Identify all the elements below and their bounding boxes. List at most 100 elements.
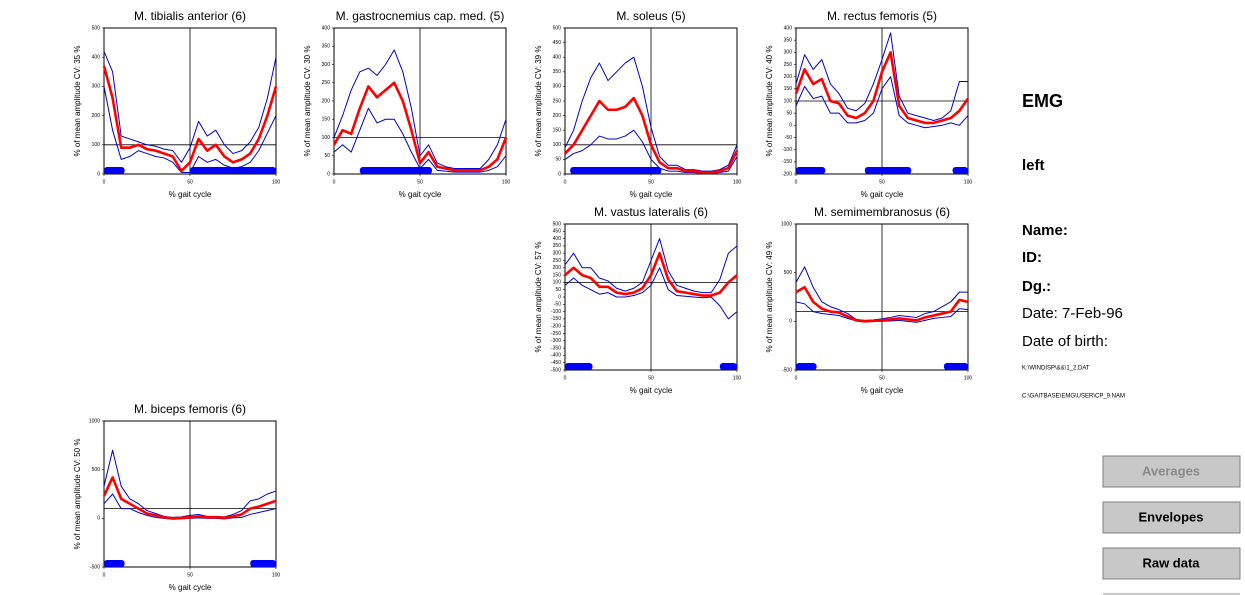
y-tick-label: 0: [558, 171, 561, 177]
info-panel: EMG left Name: ID: Dg.: Date: 7-Feb-96 D…: [1022, 91, 1125, 400]
y-tick-label: 1000: [89, 418, 100, 424]
id-label: ID:: [1022, 249, 1042, 266]
x-tick-label: 50: [648, 375, 654, 381]
y-tick-label: 0: [789, 319, 792, 325]
emg-chart: M. soleus (5) % of mean amplitude CV: 39 …: [534, 9, 741, 199]
chart-title: M. gastrocnemius cap. med. (5): [336, 9, 505, 23]
x-axis-label: % gait cycle: [630, 190, 673, 199]
emg-curve: [103, 86, 277, 174]
raw-data-button[interactable]: Raw data: [1102, 547, 1241, 580]
chart-title: M. rectus femoris (5): [827, 9, 937, 23]
y-tick-label: 300: [553, 84, 562, 90]
averages-button[interactable]: Averages: [1102, 455, 1241, 488]
y-tick-label: 300: [553, 251, 562, 257]
y-tick-label: 300: [92, 84, 101, 90]
y-axis-label: % of mean amplitude CV: 57 %: [534, 242, 543, 353]
emg-curve: [794, 51, 970, 125]
y-tick-label: 400: [784, 25, 793, 31]
y-tick-label: 50: [786, 110, 792, 116]
x-tick-label: 100: [964, 179, 973, 185]
x-axis-label: % gait cycle: [169, 583, 212, 592]
x-tick-label: 50: [879, 375, 885, 381]
y-tick-label: -300: [551, 338, 561, 344]
y-tick-label: 400: [553, 55, 562, 61]
y-tick-label: 200: [92, 113, 101, 119]
y-tick-label: 0: [97, 171, 100, 177]
button[interactable]: [1102, 501, 1241, 534]
y-tick-label: -450: [551, 360, 561, 366]
envelopes-button[interactable]: Envelopes: [1102, 501, 1241, 534]
y-tick-label: 450: [553, 229, 562, 235]
y-tick-label: 150: [553, 128, 562, 134]
x-tick-label: 50: [417, 179, 423, 185]
button-edge: [1103, 593, 1240, 595]
activity-bar: [943, 363, 968, 370]
emg-curve: [564, 251, 738, 297]
date: Date: 7-Feb-96: [1022, 305, 1123, 322]
y-tick-label: 1000: [781, 221, 792, 227]
y-tick-label: 350: [553, 69, 562, 75]
y-tick-label: 0: [789, 123, 792, 129]
x-axis-label: % gait cycle: [630, 386, 673, 395]
y-tick-label: 150: [553, 272, 562, 278]
heading: EMG: [1022, 91, 1063, 111]
y-tick-label: 100: [322, 135, 331, 141]
x-tick-label: 100: [964, 375, 973, 381]
activity-bar: [796, 363, 817, 370]
dg-label: Dg.:: [1022, 278, 1051, 295]
emg-curve: [795, 285, 969, 323]
y-tick-label: -500: [551, 367, 561, 373]
x-axis-label: % gait cycle: [861, 386, 904, 395]
y-tick-label: -150: [782, 159, 792, 165]
button-label: Envelopes: [1138, 509, 1203, 524]
y-tick-label: 300: [322, 62, 331, 68]
y-tick-label: 200: [784, 74, 793, 80]
y-tick-label: -350: [551, 345, 561, 351]
y-tick-label: 300: [784, 50, 793, 56]
activity-bar: [570, 167, 662, 174]
button-label: Raw data: [1142, 555, 1200, 570]
x-tick-label: 100: [733, 179, 742, 185]
activity-bar: [719, 363, 737, 370]
emg-curve: [332, 81, 508, 172]
y-tick-label: -50: [785, 135, 792, 141]
x-tick-label: 50: [187, 572, 193, 578]
y-tick-label: 150: [322, 117, 331, 123]
y-tick-label: 250: [553, 258, 562, 264]
y-tick-label: 200: [553, 265, 562, 271]
y-tick-label: 50: [555, 157, 561, 163]
chart-title: M. soleus (5): [616, 9, 685, 23]
y-tick-label: 50: [324, 153, 330, 159]
x-tick-label: 0: [103, 179, 106, 185]
x-tick-label: 0: [103, 572, 106, 578]
x-axis-label: % gait cycle: [169, 190, 212, 199]
y-tick-label: -500: [782, 367, 792, 373]
y-tick-label: 450: [553, 40, 562, 46]
activity-bar: [864, 167, 912, 174]
emg-curve: [564, 56, 738, 172]
name-label: Name:: [1022, 222, 1068, 239]
y-tick-label: 350: [553, 243, 562, 249]
y-tick-label: 400: [322, 25, 331, 31]
y-axis-label: % of mean amplitude CV: 40 %: [765, 46, 774, 157]
emg-curve: [795, 266, 968, 321]
x-axis-label: % gait cycle: [399, 190, 442, 199]
emg-chart: M. biceps femoris (6) % of mean amplitude…: [73, 402, 280, 592]
emg-curve: [564, 267, 738, 320]
y-tick-label: 250: [553, 98, 562, 104]
file-path: C:\GAITBASE\EMG\USER\CP_9.NAM: [1022, 394, 1125, 400]
x-tick-label: 0: [333, 179, 336, 185]
button[interactable]: [1102, 547, 1241, 580]
x-axis-label: % gait cycle: [861, 190, 904, 199]
y-tick-label: 0: [327, 171, 330, 177]
y-tick-label: 150: [784, 86, 793, 92]
button[interactable]: [1102, 455, 1241, 488]
activity-bar: [104, 560, 125, 567]
activity-bar: [359, 167, 433, 174]
x-tick-label: 100: [733, 375, 742, 381]
y-tick-label: 50: [555, 287, 561, 293]
emg-curve: [103, 51, 277, 163]
emg-chart: M. gastrocnemius cap. med. (5) % of mean …: [303, 9, 510, 199]
y-tick-label: 100: [92, 142, 101, 148]
emg-chart: M. vastus lateralis (6) % of mean amplitu…: [534, 205, 741, 395]
